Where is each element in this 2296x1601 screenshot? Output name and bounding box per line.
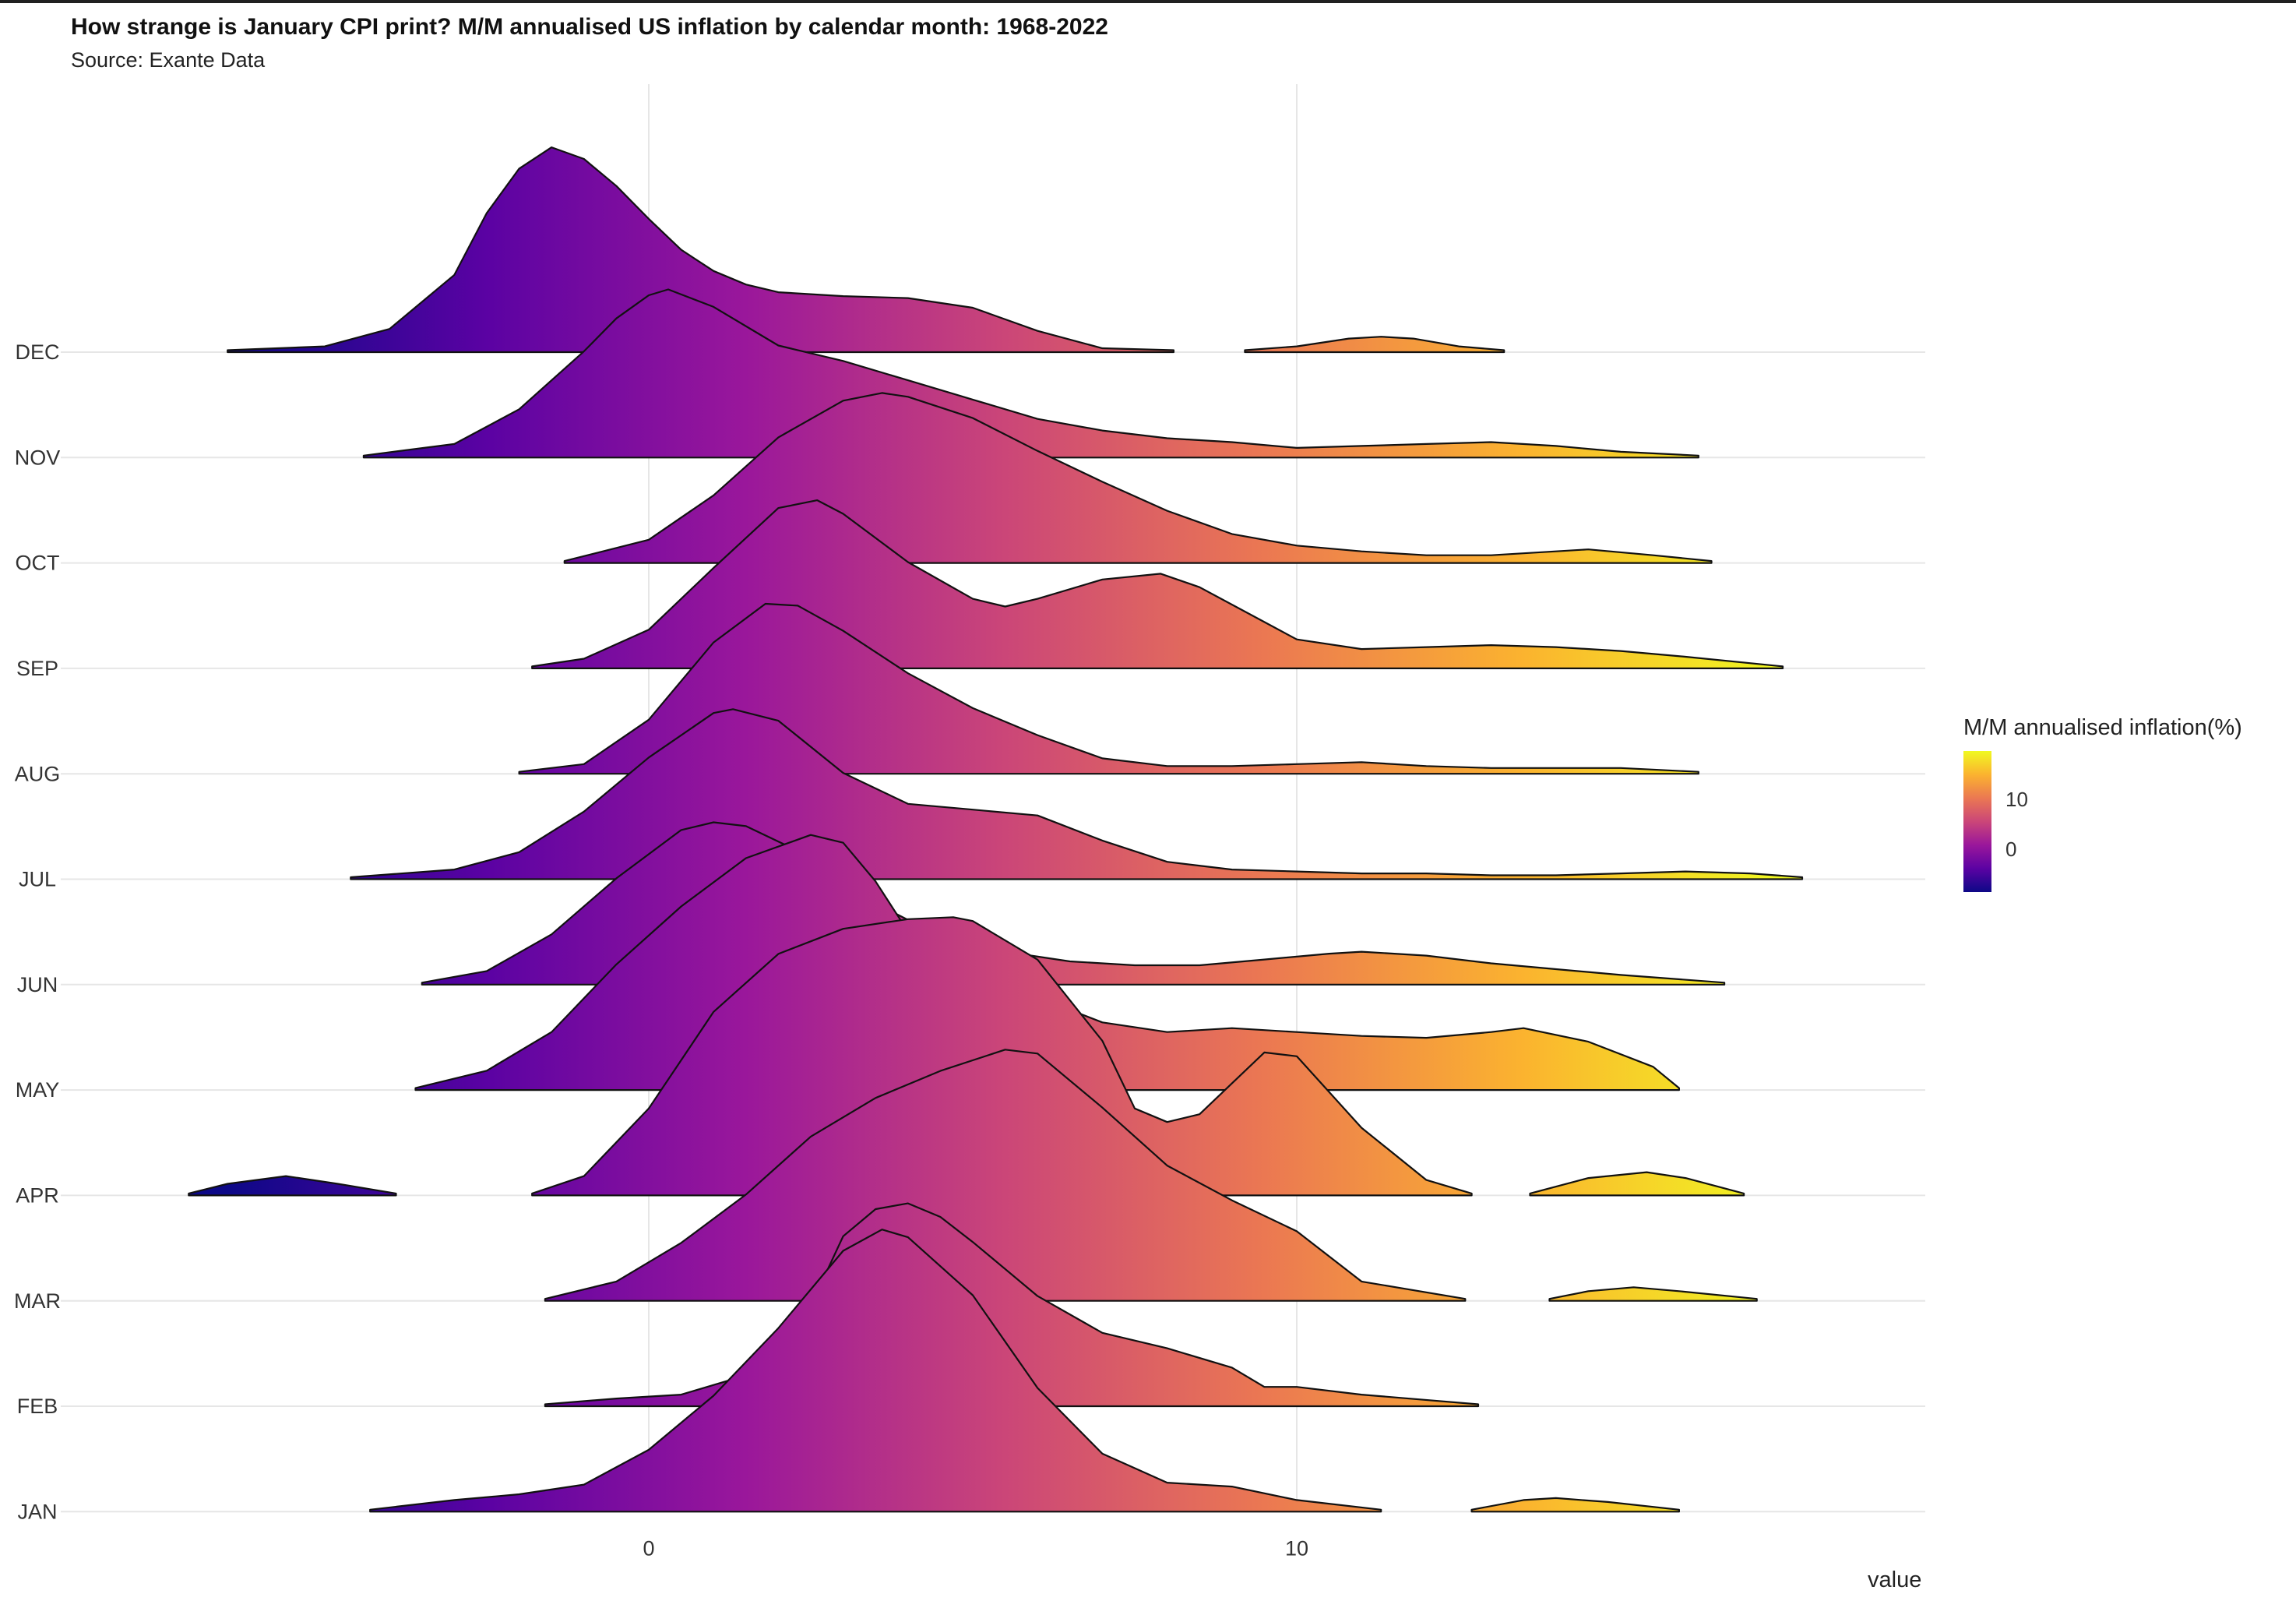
y-tick-label-may: MAY [16,1078,60,1102]
density-jul [350,708,1804,880]
y-tick-label-jan: JAN [17,1500,57,1523]
ridge-nov [362,288,1699,459]
density-apr-mode-1 [188,1175,397,1197]
y-tick-label-aug: AUG [15,762,61,785]
density-apr-mode-2 [1529,1171,1745,1197]
y-tick-label-oct: OCT [16,552,60,575]
density-aug [518,602,1699,775]
y-tick-label-sep: SEP [16,657,58,680]
ridge-dec [227,146,1505,354]
legend-tick-label-0: 0 [2005,838,2017,861]
ridge-mar [544,1049,1758,1302]
x-tick-label-0: 0 [643,1536,654,1560]
legend-colorbar [1963,751,1991,892]
window-top-border [0,0,2296,3]
ridge-jan [369,1229,1680,1513]
y-tick-label-nov: NOV [15,446,61,469]
x-tick-label-10: 10 [1285,1536,1308,1560]
density-mar [544,1049,1467,1302]
x-axis-title: value [1868,1567,1922,1592]
density-dec [227,146,1174,354]
density-dec-mode-1 [1244,336,1505,354]
chart-subtitle: Source: Exante Data [71,48,266,72]
ridge-sep [531,499,1784,669]
chart-title: How strange is January CPI print? M/M an… [71,14,1108,40]
density-jan [369,1229,1382,1513]
legend-title: M/M annualised inflation(%) [1963,715,2242,740]
y-tick-label-dec: DEC [15,340,59,364]
density-jan-mode-1 [1470,1497,1680,1513]
y-tick-label-mar: MAR [14,1289,61,1313]
y-tick-label-jul: JUL [19,868,56,891]
legend-tick-label-10: 10 [2005,788,2028,811]
ridge-jul [350,708,1804,880]
density-nov [362,288,1699,459]
density-mar-mode-1 [1548,1286,1758,1302]
ridge-aug [518,602,1699,775]
y-tick-label-apr: APR [16,1184,59,1208]
y-tick-label-jun: JUN [17,973,58,996]
density-sep [531,499,1784,669]
y-tick-label-feb: FEB [17,1395,58,1418]
